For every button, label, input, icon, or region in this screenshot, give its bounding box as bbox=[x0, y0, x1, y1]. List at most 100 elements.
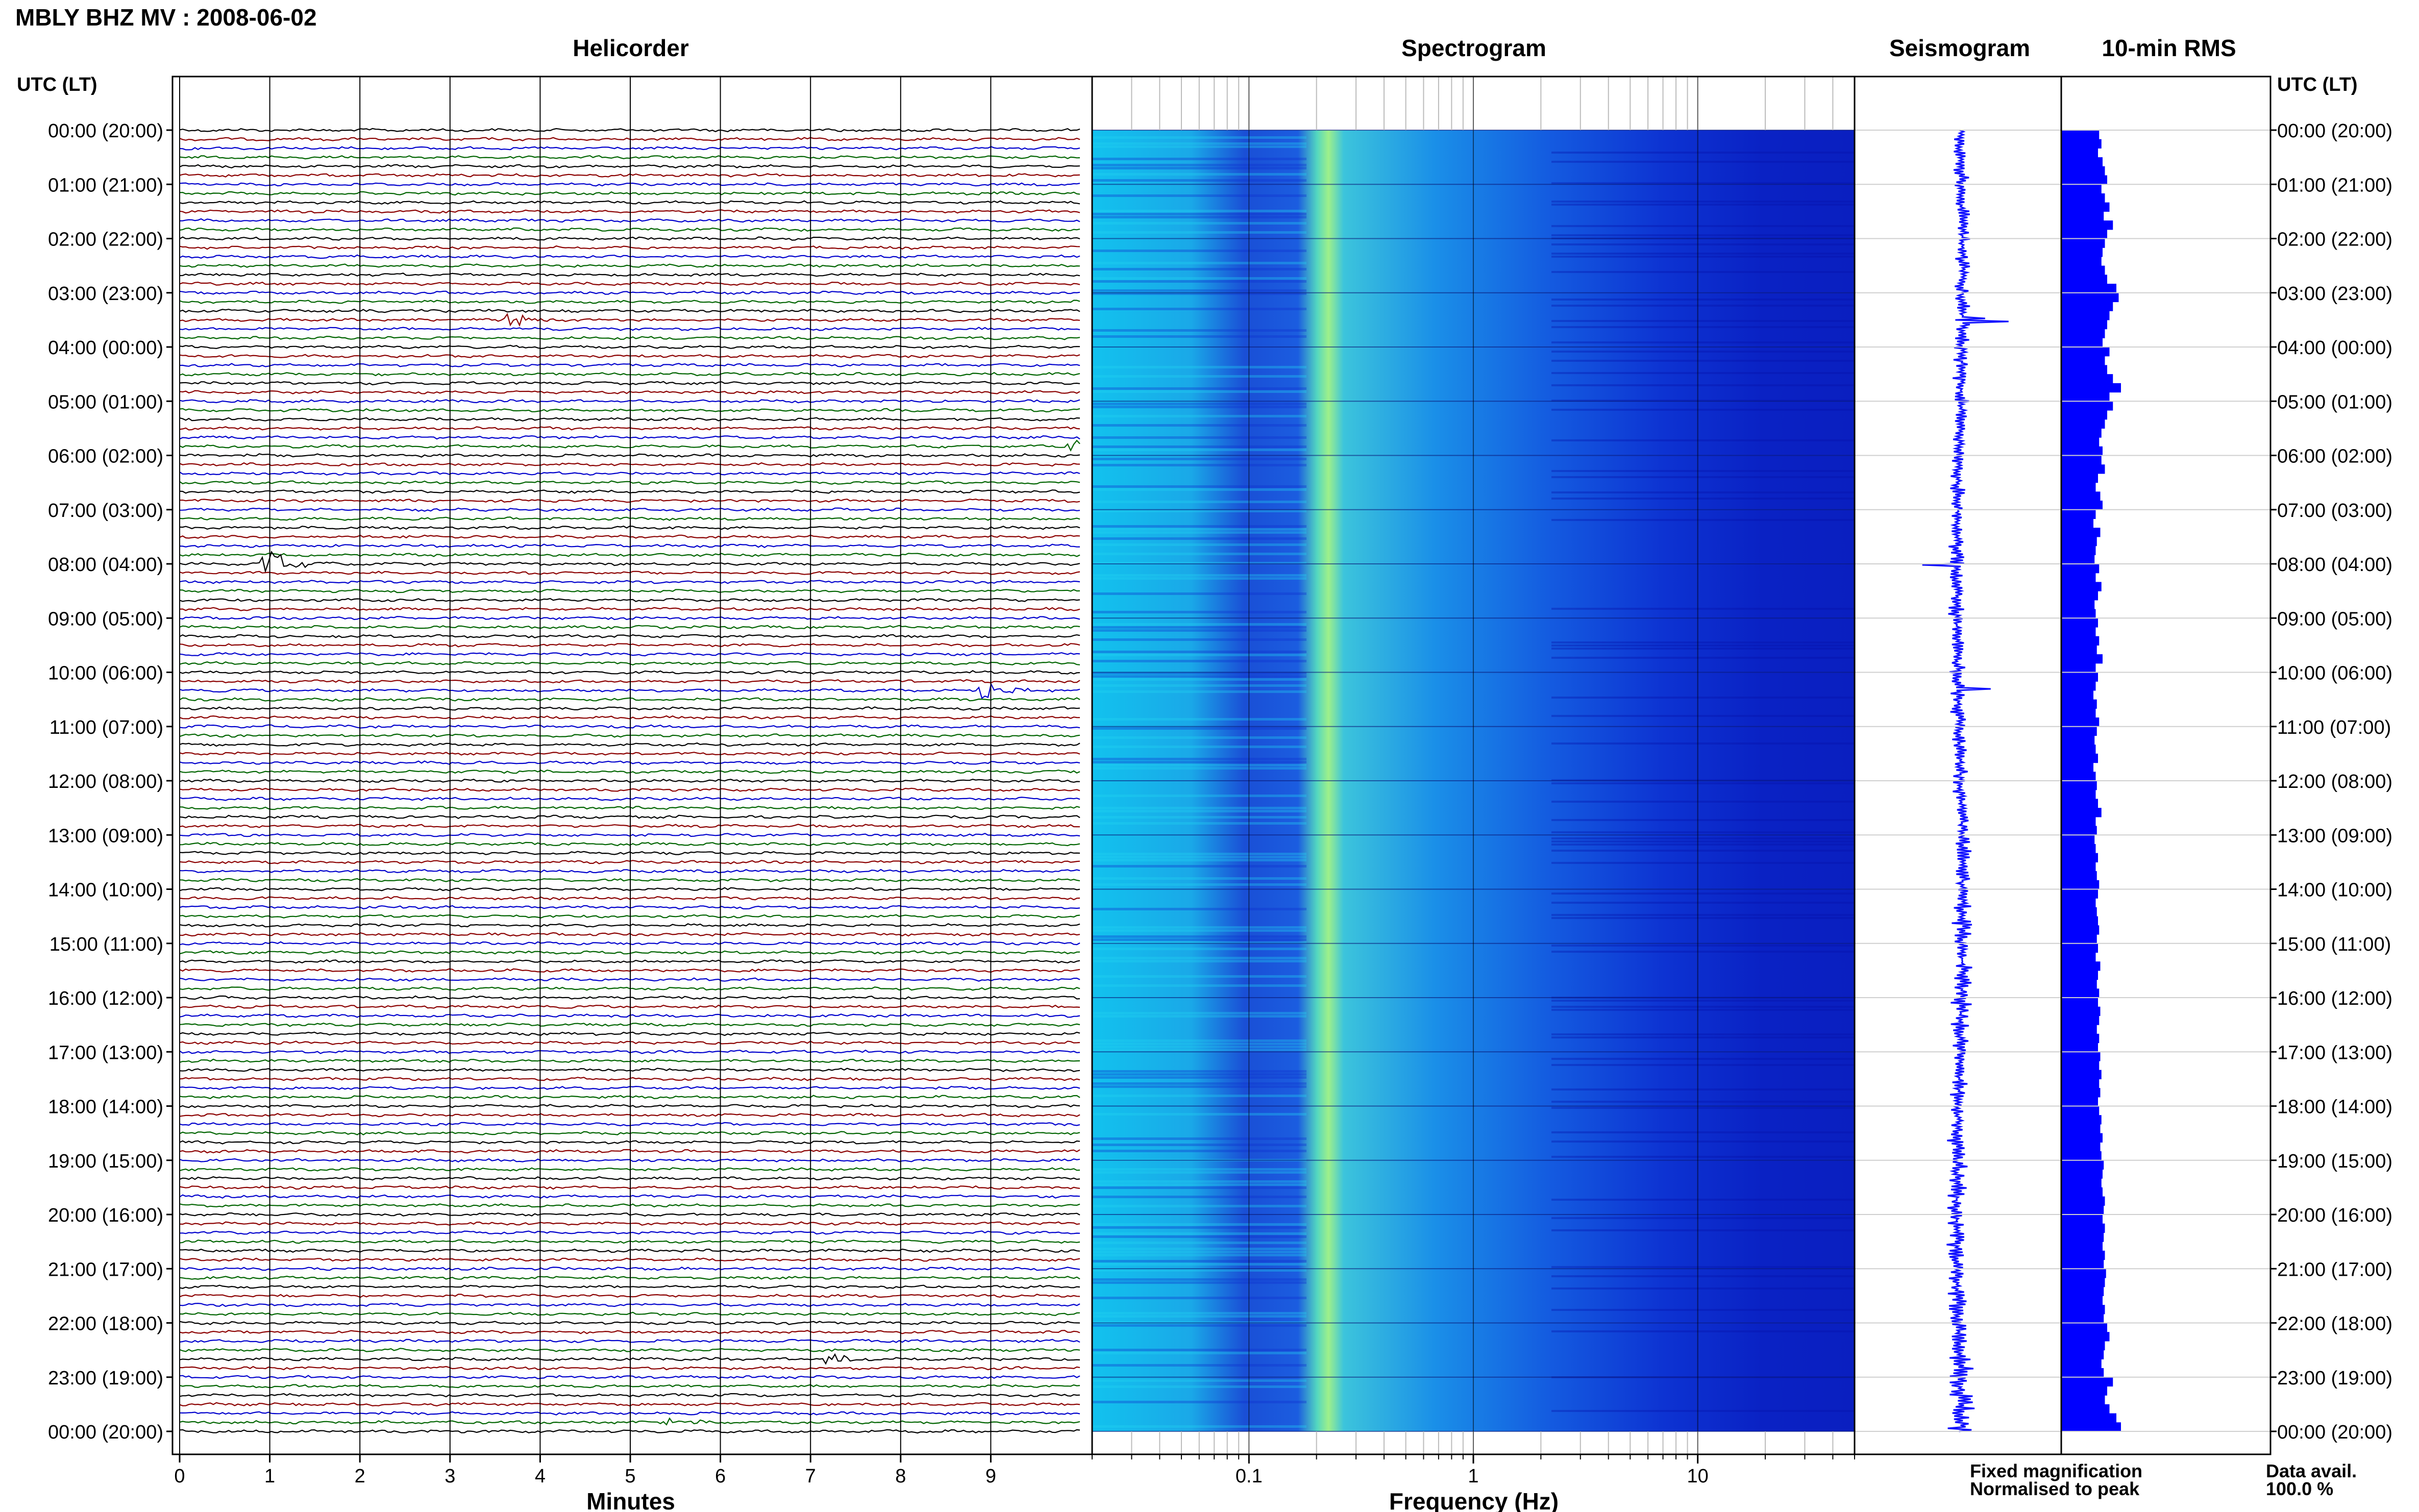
spectrogram-band bbox=[1551, 917, 1855, 919]
minute-tick-label: 5 bbox=[625, 1466, 635, 1487]
spectrogram-band bbox=[1092, 250, 1306, 252]
spectrogram-band bbox=[1551, 951, 1855, 953]
spectrogram-band bbox=[1551, 1033, 1855, 1035]
time-tick-label-right: 02:00 (22:00) bbox=[2277, 229, 2392, 251]
spectrogram-title: Spectrogram bbox=[1401, 35, 1546, 61]
spectrogram-band bbox=[1551, 844, 1855, 846]
spectrogram-band bbox=[1551, 1064, 1855, 1066]
rms-bar bbox=[2061, 880, 2100, 890]
spectrogram-band bbox=[1551, 645, 1855, 647]
rms-bar bbox=[2061, 1323, 2107, 1332]
spectrogram-band bbox=[1092, 262, 1306, 264]
spectrogram-band bbox=[1092, 638, 1306, 641]
spectrogram-band bbox=[1092, 675, 1306, 678]
rms-bar bbox=[2061, 247, 2103, 257]
rms-bar bbox=[2061, 1250, 2105, 1260]
rms-bar bbox=[2061, 284, 2116, 293]
spectrogram-band bbox=[1092, 510, 1306, 512]
spectrogram-band bbox=[1092, 179, 1306, 182]
spectrogram-band bbox=[1092, 543, 1306, 546]
spectrogram-band bbox=[1092, 1248, 1306, 1250]
spectrogram-band bbox=[1551, 326, 1855, 328]
rms-bar bbox=[2061, 401, 2113, 411]
spectrogram-band bbox=[1092, 984, 1306, 987]
rms-bar bbox=[2061, 808, 2102, 817]
spectrogram-band bbox=[1092, 1223, 1306, 1226]
rms-bar bbox=[2061, 455, 2102, 465]
spectrogram-band bbox=[1551, 360, 1855, 362]
spectrogram-band bbox=[1092, 528, 1306, 531]
spectrogram-band bbox=[1092, 485, 1306, 488]
rms-bar bbox=[2061, 1269, 2106, 1278]
rms-bar bbox=[2061, 491, 2101, 501]
spectrogram-band bbox=[1551, 1217, 1855, 1219]
spectrogram-band bbox=[1092, 941, 1306, 944]
data-availability-value: 100.0 % bbox=[2266, 1478, 2333, 1499]
rms-bar bbox=[2061, 1359, 2102, 1369]
minute-tick-label: 9 bbox=[985, 1466, 996, 1487]
spectrogram-band bbox=[1092, 308, 1306, 310]
rms-bar bbox=[2061, 329, 2105, 338]
rms-bar bbox=[2061, 1395, 2105, 1405]
rms-bar bbox=[2061, 518, 2093, 528]
time-tick-label-right: 23:00 (19:00) bbox=[2277, 1368, 2392, 1389]
spectrogram-band bbox=[1092, 158, 1306, 160]
spectrogram-band bbox=[1551, 1266, 1855, 1268]
time-tick-label-left: 20:00 (16:00) bbox=[48, 1205, 163, 1226]
rms-bar bbox=[2061, 1060, 2100, 1071]
rms-bar bbox=[2061, 745, 2096, 754]
rms-bar bbox=[2061, 473, 2098, 483]
rms-bar bbox=[2061, 1259, 2104, 1269]
spectrogram-band bbox=[1092, 562, 1306, 564]
rms-bar bbox=[2061, 781, 2097, 790]
rms-bar bbox=[2061, 229, 2107, 239]
rms-bar bbox=[2061, 446, 2103, 456]
rms-bar bbox=[2061, 374, 2113, 384]
spectrogram-band bbox=[1092, 592, 1306, 595]
rms-bar bbox=[2061, 907, 2097, 917]
spectrogram-band bbox=[1551, 831, 1855, 833]
spectrogram-band bbox=[1092, 690, 1306, 693]
time-tick-label-left: 12:00 (08:00) bbox=[48, 771, 163, 792]
time-tick-label-left: 11:00 (07:00) bbox=[50, 717, 163, 738]
rms-bar bbox=[2061, 1350, 2104, 1359]
spectrogram-band bbox=[1092, 1137, 1306, 1140]
time-tick-label-left: 00:00 (20:00) bbox=[48, 1422, 163, 1443]
spectrogram-band bbox=[1551, 902, 1855, 904]
rms-bar bbox=[2061, 1196, 2105, 1206]
spectrogram-band bbox=[1092, 525, 1306, 528]
spectrogram-band bbox=[1551, 1156, 1855, 1158]
rms-bar bbox=[2061, 256, 2102, 266]
rms-bar bbox=[2061, 428, 2102, 438]
spectrogram-band bbox=[1092, 660, 1306, 662]
time-tick-label-left: 18:00 (14:00) bbox=[48, 1097, 163, 1118]
rms-bar bbox=[2061, 1214, 2103, 1224]
spectrogram-band bbox=[1092, 1150, 1306, 1152]
spectrogram-band bbox=[1092, 1364, 1306, 1367]
rms-bar bbox=[2061, 1079, 2100, 1088]
rms-bar bbox=[2061, 717, 2100, 727]
rms-bar bbox=[2061, 555, 2095, 564]
rms-bar bbox=[2061, 338, 2103, 348]
spectrogram-band bbox=[1092, 136, 1306, 139]
rms-title: 10-min RMS bbox=[2102, 35, 2236, 61]
spectrogram-band bbox=[1092, 436, 1306, 439]
rms-bar bbox=[2061, 925, 2100, 935]
rms-bar bbox=[2061, 690, 2093, 700]
spectrogram-band bbox=[1092, 1049, 1306, 1051]
time-tick-label-left: 14:00 (10:00) bbox=[48, 880, 163, 901]
rms-bar bbox=[2061, 1223, 2105, 1233]
time-tick-label-left: 13:00 (09:00) bbox=[48, 825, 163, 847]
spectrogram-band bbox=[1551, 1107, 1855, 1109]
spectrogram-band bbox=[1092, 678, 1306, 681]
rms-bar bbox=[2061, 998, 2098, 1007]
spectrogram-band bbox=[1551, 351, 1855, 353]
spectrogram-band bbox=[1092, 577, 1306, 580]
rms-bar bbox=[2061, 1106, 2100, 1116]
spectrogram-band bbox=[1092, 406, 1306, 408]
time-tick-label-right: 03:00 (23:00) bbox=[2277, 283, 2392, 305]
rms-bar bbox=[2061, 835, 2095, 845]
spectrogram-band bbox=[1092, 1015, 1306, 1018]
spectrogram-band bbox=[1092, 736, 1306, 739]
